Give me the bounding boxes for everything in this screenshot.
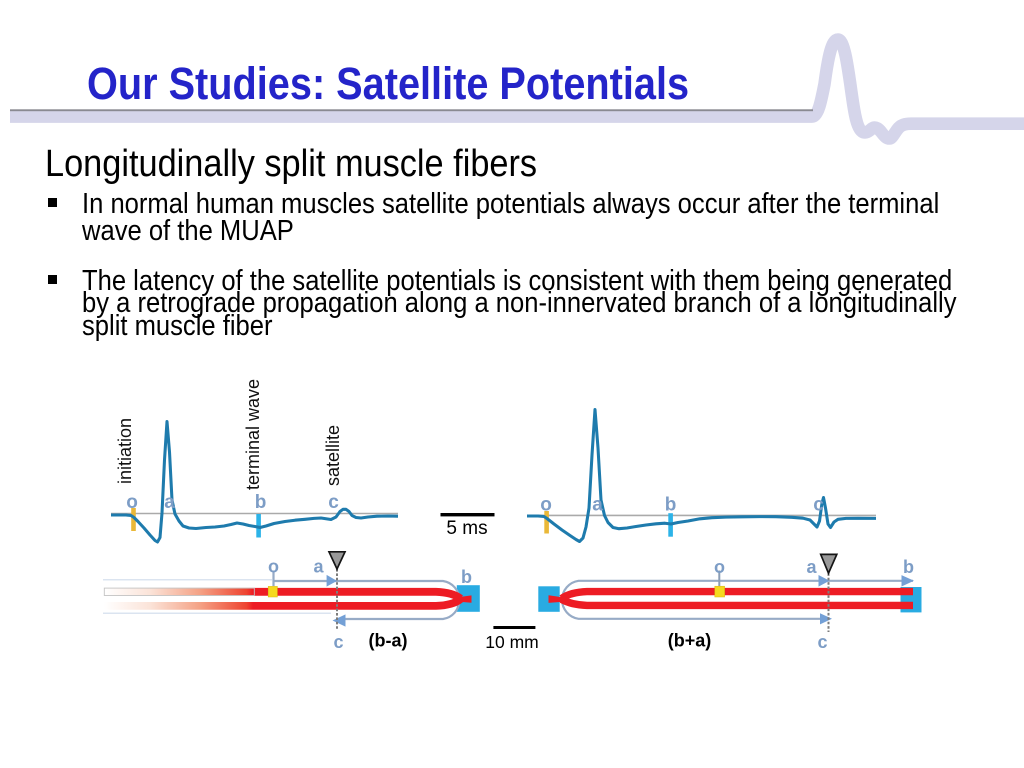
svg-text:terminal wave: terminal wave (243, 379, 263, 490)
svg-text:b: b (255, 492, 267, 513)
svg-text:5 ms: 5 ms (446, 518, 487, 539)
svg-text:o: o (126, 492, 138, 513)
svg-text:o: o (540, 495, 552, 516)
svg-text:a: a (592, 495, 603, 516)
svg-text:a: a (313, 557, 324, 577)
svg-text:c: c (333, 632, 343, 652)
svg-text:c: c (813, 495, 824, 516)
svg-text:(b-a): (b-a) (369, 631, 408, 651)
svg-text:a: a (164, 492, 175, 513)
svg-text:initiation: initiation (115, 418, 135, 484)
svg-text:satellite: satellite (323, 425, 343, 486)
svg-text:b: b (461, 567, 472, 587)
svg-text:b: b (665, 495, 677, 516)
svg-text:10 mm: 10 mm (485, 632, 538, 652)
svg-text:c: c (817, 632, 827, 652)
svg-text:b: b (903, 557, 914, 577)
svg-text:o: o (714, 557, 725, 577)
svg-text:a: a (806, 557, 817, 577)
svg-text:o: o (268, 557, 279, 577)
svg-text:c: c (328, 492, 339, 513)
svg-text:(b+a): (b+a) (668, 631, 712, 651)
